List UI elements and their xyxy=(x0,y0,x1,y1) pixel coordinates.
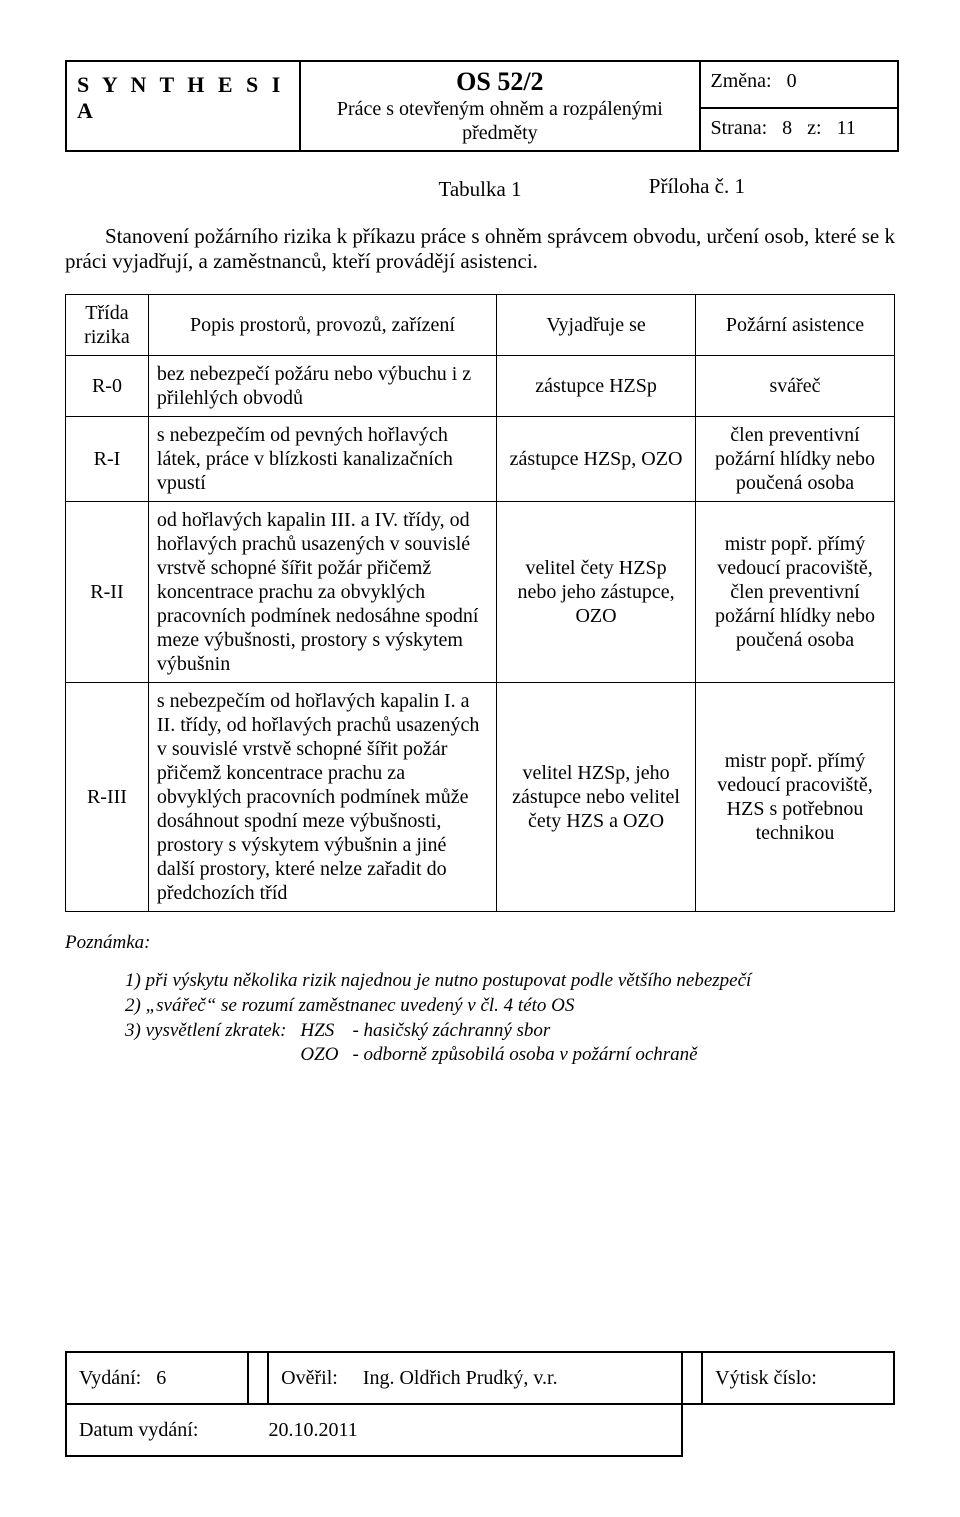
th-desc: Popis prostorů, provozů, zařízení xyxy=(148,295,496,356)
cell-class: R-II xyxy=(66,502,149,683)
of-value: 11 xyxy=(837,117,856,139)
abbr-key: HZS xyxy=(300,1019,338,1044)
cell-desc: bez nebezpečí požáru nebo výbuchu i z př… xyxy=(148,356,496,417)
abbr-val: - hasičský záchranný sbor xyxy=(352,1019,895,1044)
doc-title-block: OS 52/2 Práce s otevřeným ohněm a rozpál… xyxy=(301,62,700,150)
cell-who: zástupce HZSp xyxy=(497,356,696,417)
note-item: 2) „svářeč“ se rozumí zaměstnanec uveden… xyxy=(125,994,895,1019)
table-row: R-III s nebezpečím od hořlavých kapalin … xyxy=(66,683,895,912)
abbr-block: 3) vysvětlení zkratek: HZS - hasičský zá… xyxy=(125,1019,895,1068)
cell-assist: mistr popř. přímý vedoucí pracoviště, čl… xyxy=(696,502,895,683)
verified-value: Ing. Oldřich Prudký, v.r. xyxy=(363,1367,558,1389)
footer-row-2: Datum vydání: 20.10.2011 xyxy=(66,1404,894,1456)
th-class: Třída rizika xyxy=(66,295,149,356)
intro-paragraph: Stanovení požárního rizika k příkazu prá… xyxy=(65,224,895,274)
doc-header: S Y N T H E S I A OS 52/2 Práce s otevře… xyxy=(65,60,899,152)
footer-block: Vydání: 6 Ověřil: Ing. Oldřich Prudký, v… xyxy=(65,1351,895,1457)
print-label: Výtisk číslo: xyxy=(715,1367,817,1389)
doc-meta: Změna: 0 Strana: 8 z: 11 xyxy=(701,62,898,150)
verified-label: Ověřil: xyxy=(281,1367,338,1389)
cell-class: R-0 xyxy=(66,356,149,417)
doc-subtitle: Práce s otevřeným ohněm a rozpálenými př… xyxy=(311,97,688,145)
table-row: R-0 bez nebezpečí požáru nebo výbuchu i … xyxy=(66,356,895,417)
notes-block: 1) při výskytu několika rizik najednou j… xyxy=(65,969,895,1068)
footer-row-1: Vydání: 6 Ověřil: Ing. Oldřich Prudký, v… xyxy=(66,1352,894,1404)
risk-table: Třída rizika Popis prostorů, provozů, za… xyxy=(65,294,895,912)
abbr-val: - odborně způsobilá osoba v požární ochr… xyxy=(352,1043,895,1068)
change-value: 0 xyxy=(787,70,797,92)
cell-class: R-I xyxy=(66,417,149,502)
cell-desc: s nebezpečím od pevných hořlavých látek,… xyxy=(148,417,496,502)
spacer-cell xyxy=(682,1352,702,1404)
cell-desc: od hořlavých kapalin III. a IV. třídy, o… xyxy=(148,502,496,683)
notes-label: Poznámka: xyxy=(65,932,895,954)
edition-cell: Vydání: 6 xyxy=(66,1352,248,1404)
abbr-intro: 3) vysvětlení zkratek: xyxy=(125,1019,286,1044)
cell-assist: svářeč xyxy=(696,356,895,417)
page-value: 8 xyxy=(782,117,792,139)
edition-label: Vydání: xyxy=(79,1367,141,1389)
cell-desc: s nebezpečím od hořlavých kapalin I. a I… xyxy=(148,683,496,912)
company-name: S Y N T H E S I A xyxy=(67,62,301,150)
table-header-row: Třída rizika Popis prostorů, provozů, za… xyxy=(66,295,895,356)
change-label: Změna: xyxy=(711,70,772,92)
edition-value: 6 xyxy=(156,1367,166,1389)
date-label: Datum vydání: xyxy=(79,1419,198,1441)
note-item: 1) při výskytu několika rizik najednou j… xyxy=(125,969,895,994)
cell-who: velitel čety HZSp nebo jeho zástupce, OZ… xyxy=(497,502,696,683)
of-label: z: xyxy=(807,117,821,139)
cell-who: velitel HZSp, jeho zástupce nebo velitel… xyxy=(497,683,696,912)
verified-cell: Ověřil: Ing. Oldřich Prudký, v.r. xyxy=(268,1352,682,1404)
cell-who: zástupce HZSp, OZO xyxy=(497,417,696,502)
spacer-cell xyxy=(248,1352,268,1404)
table-row: R-II od hořlavých kapalin III. a IV. tří… xyxy=(66,502,895,683)
footer-table: Vydání: 6 Ověřil: Ing. Oldřich Prudký, v… xyxy=(65,1351,895,1457)
th-assist: Požární asistence xyxy=(696,295,895,356)
cell-assist: mistr popř. přímý vedoucí pracoviště, HZ… xyxy=(696,683,895,912)
page-cell: Strana: 8 z: 11 xyxy=(701,109,898,150)
cell-assist: člen preventivní požární hlídky nebo pou… xyxy=(696,417,895,502)
cell-class: R-III xyxy=(66,683,149,912)
doc-code: OS 52/2 xyxy=(311,67,688,97)
page-label: Strana: xyxy=(711,117,768,139)
table-row: R-I s nebezpečím od pevných hořlavých lá… xyxy=(66,417,895,502)
abbr-key: OZO xyxy=(300,1043,338,1068)
th-who: Vyjadřuje se xyxy=(497,295,696,356)
change-cell: Změna: 0 xyxy=(701,62,898,109)
print-cell: Výtisk číslo: xyxy=(702,1352,894,1404)
date-cell: Datum vydání: 20.10.2011 xyxy=(66,1404,682,1456)
date-value: 20.10.2011 xyxy=(268,1419,357,1441)
